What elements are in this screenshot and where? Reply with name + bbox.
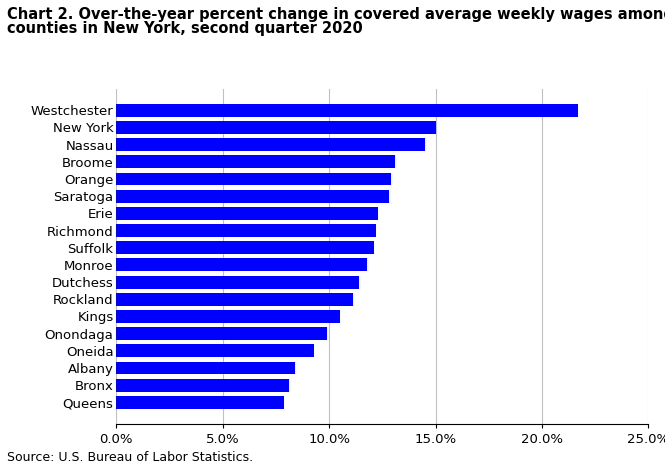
Bar (116, 379, 289, 391)
Bar (116, 155, 395, 168)
Bar (116, 190, 389, 203)
Bar (116, 138, 425, 151)
Bar (116, 241, 374, 254)
Bar (116, 224, 376, 237)
Bar (116, 293, 352, 306)
Bar (116, 172, 391, 185)
Text: Chart 2. Over-the-year percent change in covered average weekly wages among  the: Chart 2. Over-the-year percent change in… (7, 7, 665, 22)
Bar (116, 327, 327, 340)
Bar (116, 121, 436, 134)
Bar (116, 104, 578, 116)
Text: counties in New York, second quarter 2020: counties in New York, second quarter 202… (7, 21, 362, 36)
Bar (116, 396, 285, 409)
Text: Source: U.S. Bureau of Labor Statistics.: Source: U.S. Bureau of Labor Statistics. (7, 451, 253, 464)
Bar (116, 259, 368, 271)
Bar (116, 207, 378, 220)
Bar (116, 362, 295, 375)
Bar (116, 310, 340, 323)
Bar (116, 275, 359, 288)
Bar (116, 344, 315, 357)
